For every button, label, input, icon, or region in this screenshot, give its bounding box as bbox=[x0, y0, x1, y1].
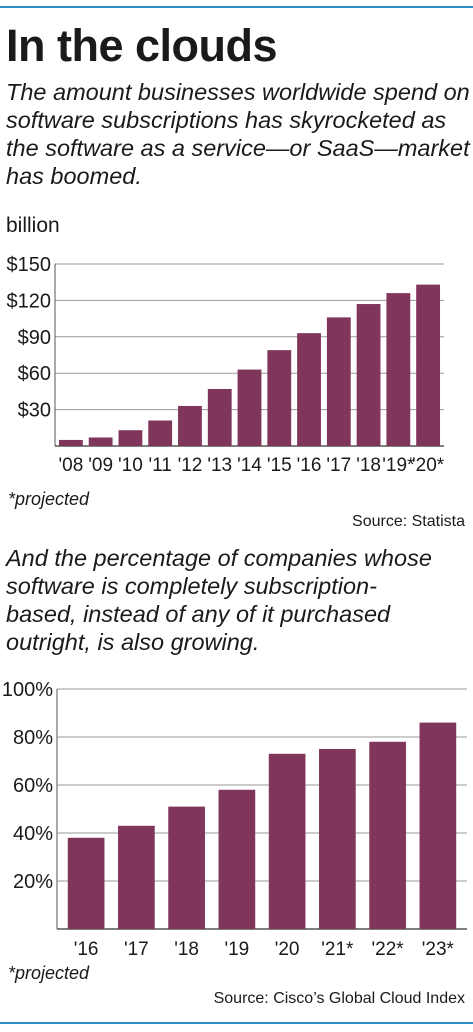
chart1-y-tick-label: $120 bbox=[7, 290, 52, 312]
chart2-x-tick-label: '19 bbox=[224, 939, 249, 960]
chart2-source: Source: Cisco’s Global Cloud Index bbox=[213, 990, 465, 1007]
chart1-x-tick-label: '18 bbox=[356, 455, 381, 476]
bottom-rule bbox=[0, 1022, 473, 1024]
chart2-x-tick-label: '21* bbox=[321, 939, 354, 960]
chart1-y-tick-label: $30 bbox=[18, 400, 51, 422]
chart1-x-tick-label: '20* bbox=[412, 455, 445, 476]
chart1-bar bbox=[118, 430, 143, 446]
chart1-description: The amount businesses worldwide spend on… bbox=[6, 79, 470, 189]
chart2-y-tick-label: 60% bbox=[13, 775, 53, 797]
chart2-x-tick-label: '22* bbox=[372, 939, 405, 960]
chart2-y-tick-label: 80% bbox=[13, 727, 53, 749]
chart2-x-tick-label: '18 bbox=[174, 939, 199, 960]
chart1-bar bbox=[148, 420, 173, 446]
chart1-bar bbox=[178, 405, 202, 446]
chart1-unit-label: billion bbox=[6, 214, 60, 237]
chart1-bar bbox=[386, 293, 411, 446]
chart1-bar bbox=[88, 437, 113, 446]
chart2-bar bbox=[67, 837, 105, 929]
chart1-x-tick-label: '10 bbox=[118, 455, 143, 476]
chart1-x-tick-label: '14 bbox=[237, 455, 262, 476]
chart2-x-tick-label: '17 bbox=[124, 939, 149, 960]
chart2-bar bbox=[419, 722, 457, 929]
chart1-x-tick-label: '09 bbox=[88, 455, 113, 476]
chart2-y-tick-label: 100% bbox=[2, 679, 53, 701]
chart1-bar bbox=[207, 388, 232, 446]
page-title: In the clouds bbox=[6, 20, 278, 71]
chart1-y-tick-label: $150 bbox=[7, 254, 52, 276]
chart1-y-tick-label: $90 bbox=[18, 327, 51, 349]
chart2-description: And the percentage of companies whose so… bbox=[6, 545, 432, 655]
chart2-bar bbox=[369, 741, 406, 929]
chart2-bar bbox=[218, 789, 256, 929]
chart1-bar bbox=[267, 350, 292, 446]
chart1-bar bbox=[326, 317, 351, 446]
chart1-bar bbox=[58, 439, 83, 446]
chart1-bar bbox=[416, 284, 441, 446]
chart1-bar bbox=[297, 333, 321, 446]
chart1-x-tick-label: '12 bbox=[178, 455, 203, 476]
chart2-projected-note: *projected bbox=[8, 963, 90, 983]
chart1-x-tick-label: '08 bbox=[59, 455, 84, 476]
chart2-x-tick-label: '23* bbox=[422, 939, 455, 960]
chart1-projected-note: *projected bbox=[8, 489, 90, 509]
chart2-bar bbox=[168, 806, 205, 929]
chart1-x-tick-label: '19* bbox=[382, 455, 415, 476]
chart2-x-tick-label: '16 bbox=[74, 939, 99, 960]
chart2-y-tick-label: 40% bbox=[13, 823, 53, 845]
chart2-bar bbox=[118, 825, 155, 929]
chart1-y-tick-label: $60 bbox=[18, 363, 51, 385]
top-rule bbox=[0, 6, 473, 8]
chart1-x-tick-label: '15 bbox=[267, 455, 292, 476]
chart2-bar bbox=[268, 753, 306, 929]
chart2-x-tick-label: '20 bbox=[275, 939, 300, 960]
chart1-x-tick-label: '16 bbox=[297, 455, 322, 476]
chart1-bar bbox=[356, 304, 381, 446]
chart2-bar bbox=[319, 749, 356, 929]
chart1-x-tick-label: '11 bbox=[149, 455, 172, 476]
chart1-x-tick-label: '17 bbox=[326, 455, 351, 476]
chart1-source: Source: Statista bbox=[352, 513, 465, 530]
chart2-y-tick-label: 20% bbox=[13, 871, 53, 893]
chart1-x-tick-label: '13 bbox=[207, 455, 232, 476]
chart1-bar bbox=[237, 369, 262, 446]
